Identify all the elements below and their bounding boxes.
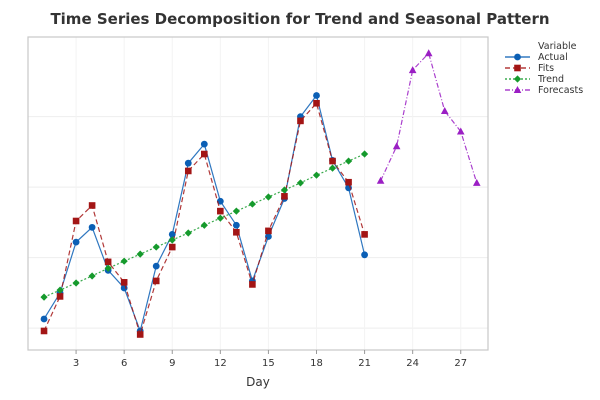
actual-point [168,230,176,238]
legend-marker-fits [514,64,521,72]
fits-point [313,99,320,107]
trend-point [328,164,337,172]
fits-point [168,243,176,251]
fits-point [265,227,272,235]
fits-point [249,281,256,288]
x-tick-label: 15 [262,358,275,369]
trend-point [72,279,80,287]
series-fits [40,99,368,338]
actual-point [72,238,80,246]
trend-point [232,207,240,215]
x-axis-label: Day [246,375,270,389]
legend-marker-trend [513,75,522,83]
x-tick-label: 12 [214,358,227,369]
actual-point [88,223,96,231]
fits-point [104,258,112,266]
forecasts-point [440,107,449,115]
legend-label-forecasts: Forecasts [538,85,583,96]
legend-marker-forecasts [513,86,522,93]
trend-point [248,200,256,208]
actual-point [40,315,48,323]
legend-title: Variable [538,41,577,52]
legend-label-fits: Fits [538,63,554,74]
trend-point [264,193,273,201]
actual-point [313,92,320,99]
series-group [40,49,481,338]
actual-point [200,140,208,148]
x-tick-label: 6 [121,358,127,369]
fits-point [40,327,48,335]
trend-point [216,214,224,222]
fits-point [88,202,96,209]
trend-point [136,250,144,258]
trend-point [88,272,96,280]
trend-point [168,236,176,244]
fits-point [233,228,240,236]
plot-frame [27,36,489,351]
fits-point [136,331,144,338]
fits-point [120,279,128,286]
fits-point [201,150,208,158]
forecasts-point [424,49,433,57]
forecasts-point [456,127,465,135]
fits-point [297,117,304,125]
fits-point [72,217,80,225]
x-tick-label: 9 [169,358,175,369]
fits-point [329,157,336,165]
x-tick-label: 24 [406,358,419,369]
x-tick-label: 18 [310,358,323,369]
series-forecasts [376,49,481,186]
trend-point [40,293,48,301]
forecasts-point [408,66,417,74]
fits-point [184,167,192,175]
trend-point [296,179,305,187]
actual-point [361,251,368,259]
trend-point [120,257,128,265]
trend-point [184,229,192,237]
legend-label-trend: Trend [537,74,564,85]
x-tick-label: 27 [454,358,467,369]
x-axis-ticks: 3 6 9 12 15 18 21 24 27 [73,350,467,369]
fits-point [361,231,368,238]
forecasts-point [376,176,385,184]
fits-point [152,277,160,285]
trend-line [43,153,365,298]
trend-point [312,171,321,179]
gridlines [28,37,488,350]
trend-point [152,243,160,251]
legend-label-actual: Actual [538,52,568,63]
trend-point [344,157,353,165]
chart-title: Time Series Decomposition for Trend and … [50,10,549,28]
forecasts-point [392,142,401,150]
fits-point [345,178,352,186]
trend-point [200,221,208,229]
fits-point [217,207,224,215]
fits-point [56,293,64,300]
trend-point [360,150,369,158]
forecasts-point [472,178,481,186]
x-tick-label: 21 [358,358,371,369]
fits-point [281,193,288,200]
actual-point [184,159,192,167]
actual-point [152,262,160,270]
trend-point [104,264,112,272]
series-trend [40,150,369,301]
x-tick-label: 3 [73,358,79,369]
legend-marker-actual [514,53,521,61]
trend-point [280,186,289,194]
actual-point [232,221,240,229]
trend-point [56,286,64,294]
